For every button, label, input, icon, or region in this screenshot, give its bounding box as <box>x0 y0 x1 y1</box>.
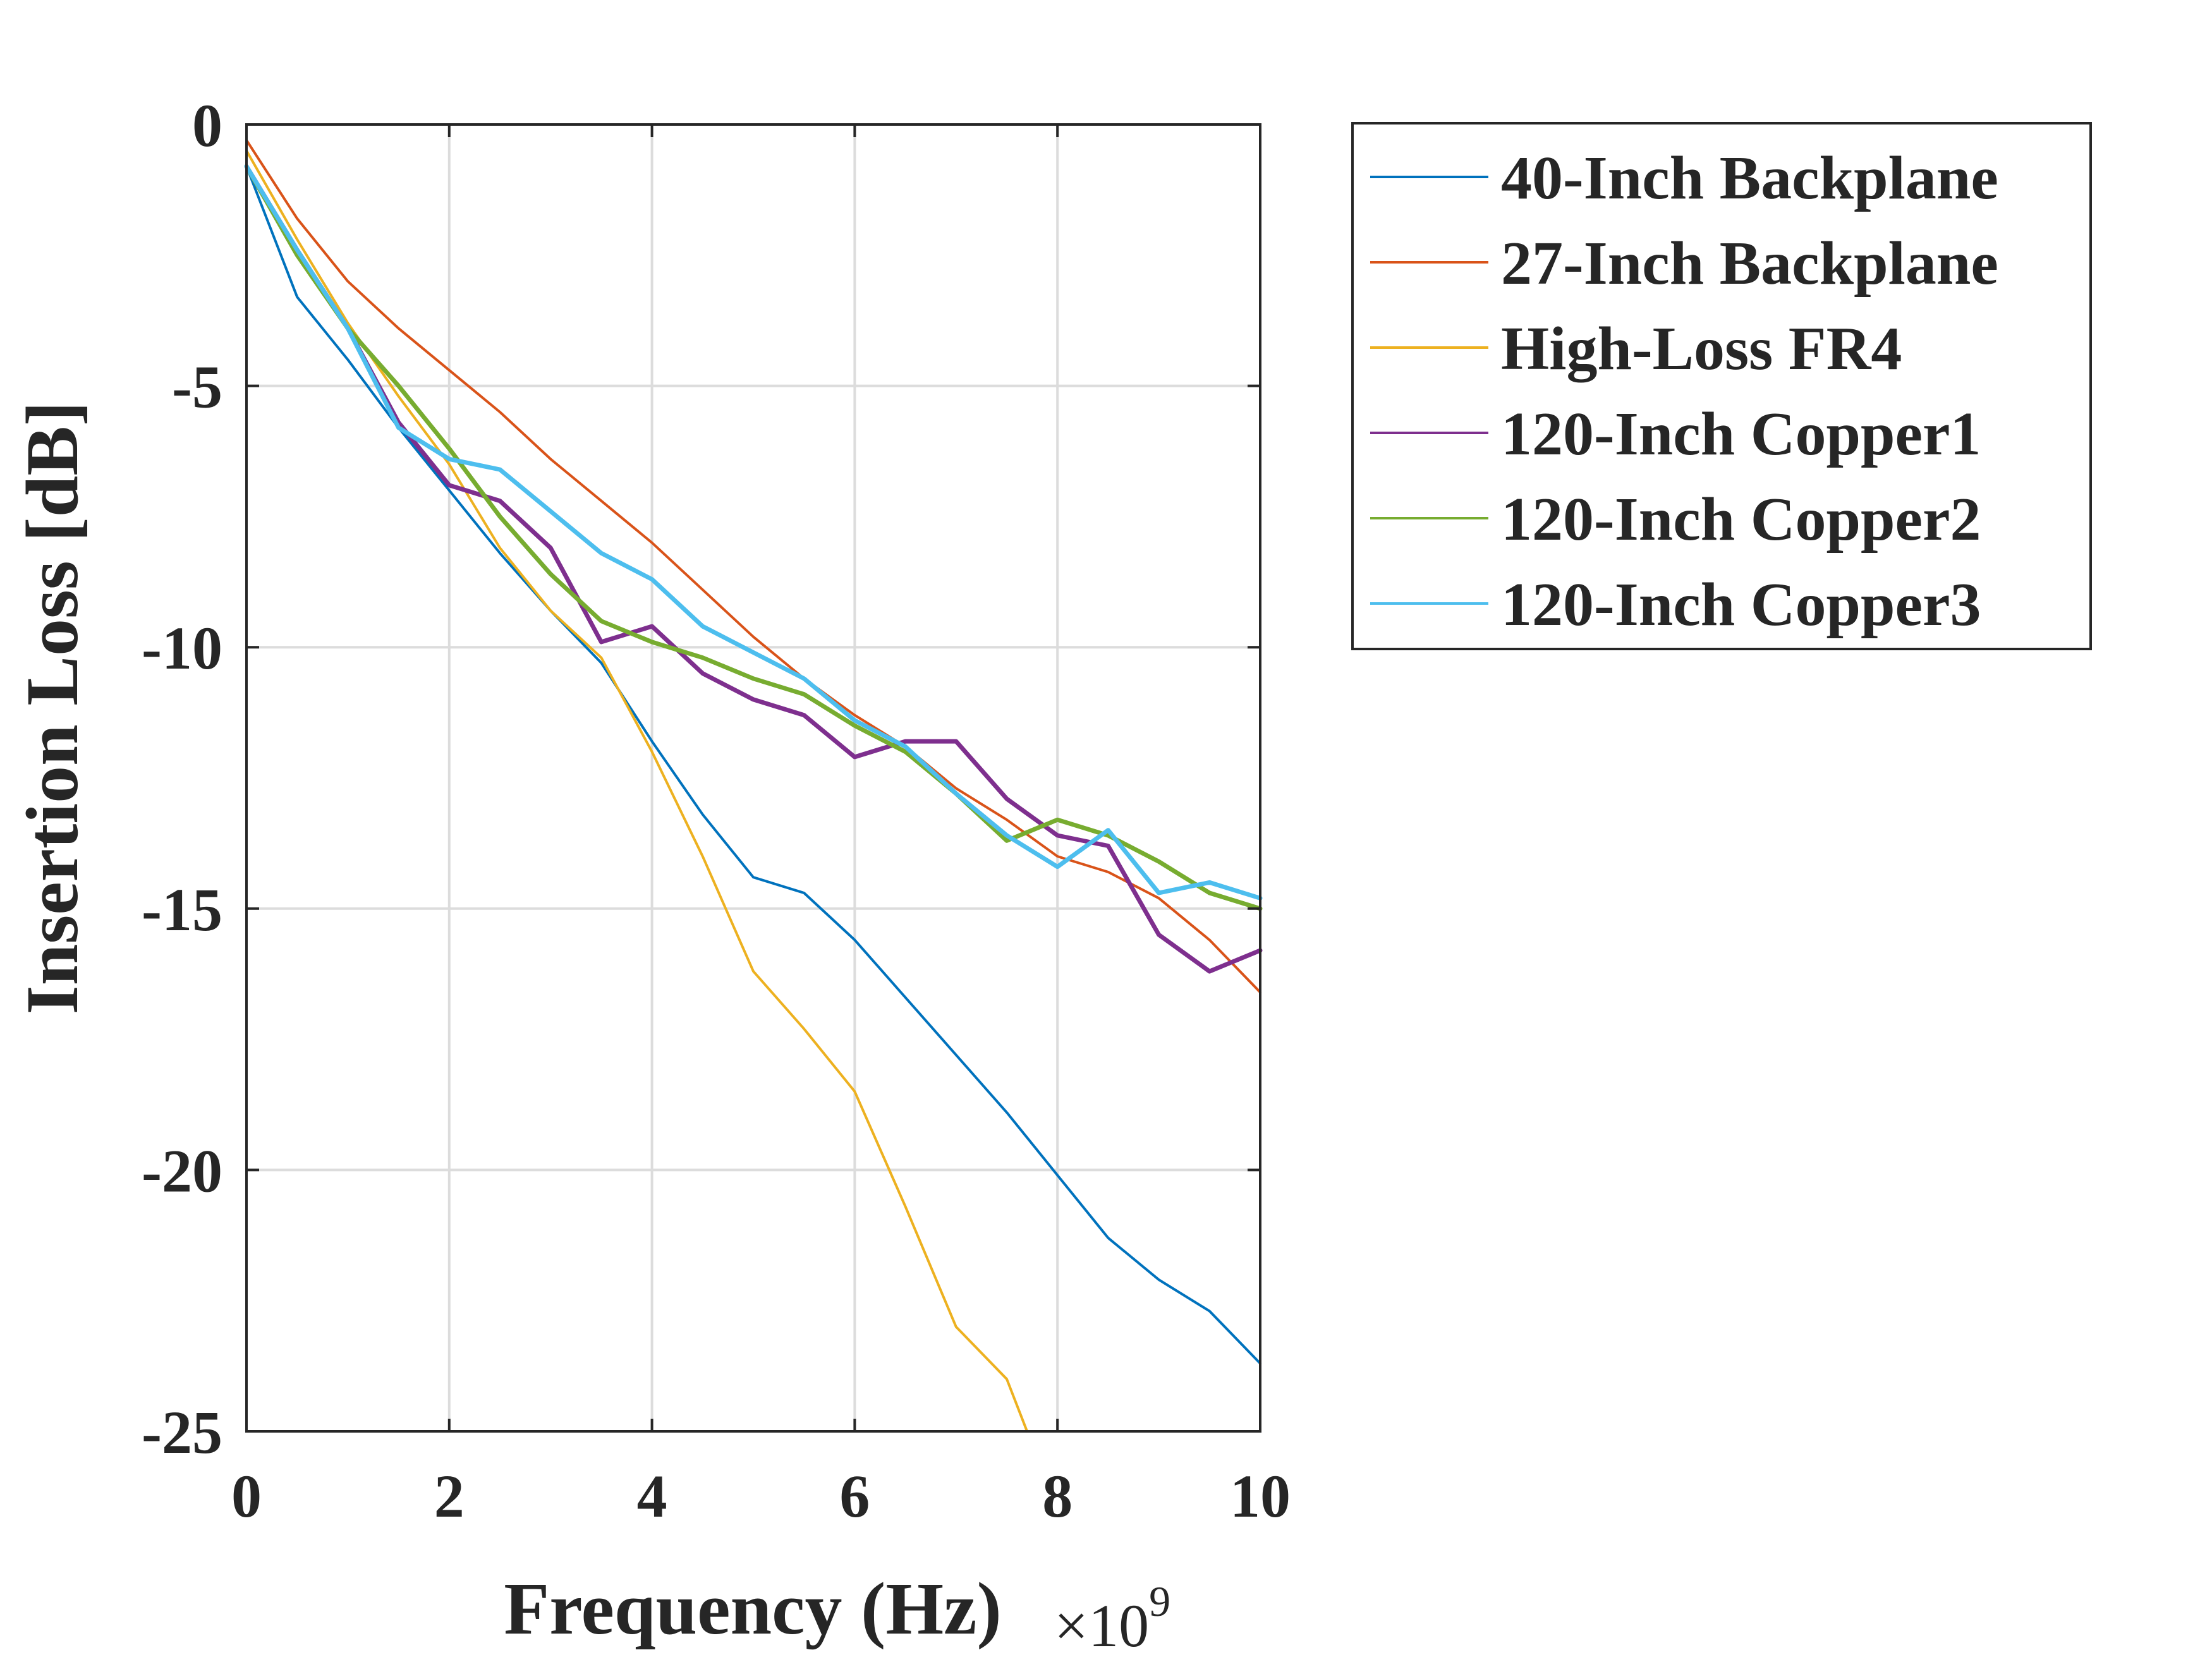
legend-label: 120-Inch Copper1 <box>1501 400 1981 468</box>
y-tick-label: -15 <box>142 876 222 943</box>
y-tick-label: -5 <box>172 353 222 421</box>
series-lines <box>244 138 1263 1433</box>
legend: 40-Inch Backplane 27-Inch Backplane High-L… <box>1351 122 2092 650</box>
legend-items: 40-Inch Backplane 27-Inch Backplane High-L… <box>1370 144 1998 639</box>
series-line-2 <box>245 138 1261 994</box>
legend-label: High-Loss FR4 <box>1501 315 1902 383</box>
y-tick-label: 0 <box>192 92 222 159</box>
x-tick-label: 8 <box>1042 1462 1073 1530</box>
series-line-4 <box>244 164 1263 974</box>
legend-label: 27-Inch Backplane <box>1501 229 1998 298</box>
y-tick-label: -25 <box>142 1398 222 1466</box>
series-line-3 <box>245 149 1029 1433</box>
legend-label: 40-Inch Backplane <box>1501 144 1998 212</box>
axis-ticks: 0 2 4 6 8 10 0 -5 -10 -15 -20 -25 <box>142 92 1291 1530</box>
grid-lines <box>246 124 1260 1431</box>
x-tick-label: 4 <box>637 1462 667 1530</box>
x-tick-label: 10 <box>1230 1462 1291 1530</box>
x-axis-multiplier-exponent: 9 <box>1149 1577 1170 1625</box>
legend-label: 120-Inch Copper3 <box>1501 571 1981 639</box>
x-axis-label: Frequency (Hz) <box>504 1567 1002 1650</box>
series-line-1 <box>245 165 1261 1365</box>
series-line-6 <box>244 164 1263 901</box>
x-axis-multiplier-base: ×10 <box>1054 1592 1149 1659</box>
y-tick-label: -10 <box>142 614 222 682</box>
legend-label: 120-Inch Copper2 <box>1501 485 1981 554</box>
legend-box <box>1351 122 2092 650</box>
plot-area-frame <box>245 123 1261 1433</box>
x-axis-multiplier: ×109 <box>1054 1577 1170 1659</box>
x-tick-label: 6 <box>839 1462 870 1530</box>
x-tick-label: 2 <box>434 1462 465 1530</box>
y-tick-label: -20 <box>142 1137 222 1204</box>
series-line-5 <box>244 164 1263 911</box>
y-axis-label: Insertion Loss [dB] <box>11 401 94 1014</box>
x-tick-label: 0 <box>231 1462 262 1530</box>
